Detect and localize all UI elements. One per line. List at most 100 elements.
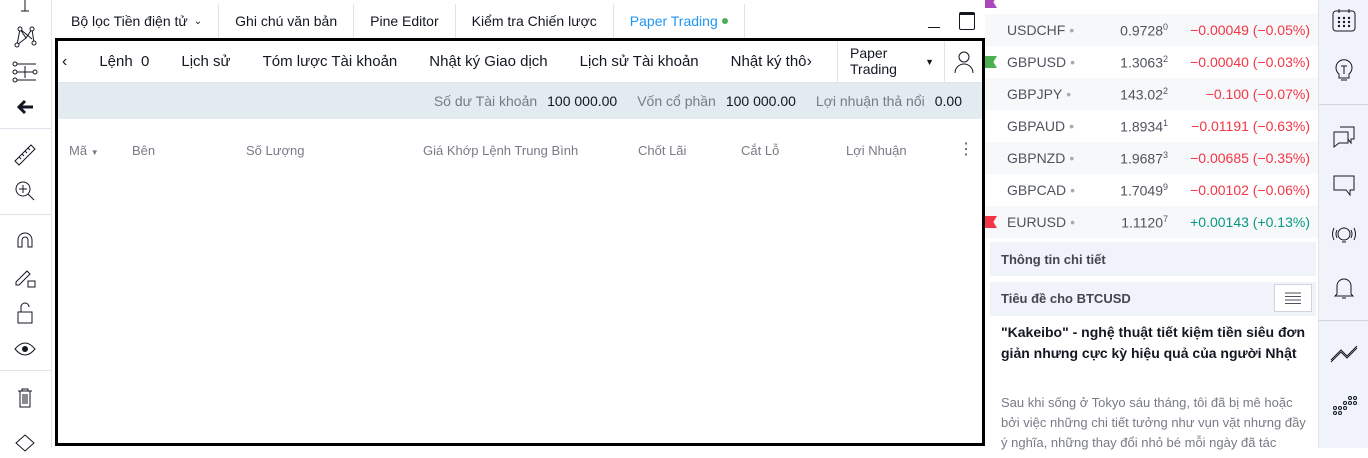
- magnet-icon[interactable]: [10, 228, 40, 258]
- more-options-icon[interactable]: ⋮: [958, 141, 974, 158]
- change: −0.00102 (−0.06%): [1190, 182, 1310, 198]
- status-dot-icon: •: [1066, 86, 1072, 102]
- layers-icon[interactable]: [10, 428, 40, 458]
- headlines-header: Tiêu đề cho BTCUSD: [990, 282, 1316, 316]
- change: −0.00685 (−0.35%): [1190, 150, 1310, 166]
- zoom-in-icon[interactable]: [10, 176, 40, 206]
- maximize-button[interactable]: [949, 4, 985, 38]
- equity-value: 100 000.00: [725, 93, 796, 109]
- account-subtabs: ‹ Lệnh 0 Lịch sử Tóm lược Tài khoản Nhật…: [58, 41, 982, 83]
- text-tool-icon[interactable]: [10, 0, 40, 18]
- minimize-button[interactable]: [919, 4, 949, 38]
- symbol: GBPCAD •: [1007, 182, 1076, 198]
- last-price: 143.022: [1120, 86, 1168, 103]
- last-price: 1.30632: [1120, 54, 1168, 71]
- symbol: EURUSD •: [1007, 214, 1076, 230]
- watchlist-row[interactable]: GBPAUD • 1.89341 −0.01191 (−0.63%): [985, 110, 1318, 142]
- positions-table-header: Mã ▼ Bên Số Lượng Giá Khớp Lệnh Trung Bì…: [58, 119, 982, 181]
- scroll-right-button[interactable]: ›: [806, 52, 812, 70]
- symbol: GBPAUD •: [1007, 118, 1074, 134]
- flag-icon: [985, 56, 997, 68]
- col-stop-loss[interactable]: Cắt Lỗ: [741, 143, 780, 158]
- tab-paper-trading[interactable]: Paper Trading: [614, 4, 745, 38]
- tab-pine-editor[interactable]: Pine Editor: [354, 4, 456, 38]
- details-header[interactable]: Thông tin chi tiết: [990, 242, 1316, 276]
- watchlist-row[interactable]: GBPUSD • 1.30632 −0.00040 (−0.03%): [985, 46, 1318, 78]
- unlock-icon[interactable]: [10, 298, 40, 328]
- col-profit[interactable]: Lợi Nhuận: [846, 143, 907, 158]
- status-dot-icon: •: [1070, 54, 1076, 70]
- tab-text-notes[interactable]: Ghi chú văn bản: [219, 4, 355, 38]
- subtab-orders[interactable]: Lệnh 0: [99, 53, 150, 70]
- chat-icon[interactable]: [1326, 168, 1362, 204]
- subtab-trade-journal[interactable]: Nhật ký Giao dịch: [429, 53, 548, 70]
- flag-icon: [985, 216, 997, 228]
- col-side[interactable]: Bên: [132, 143, 156, 158]
- scroll-left-button[interactable]: ‹: [62, 52, 68, 70]
- watchlist-row[interactable]: GBPNZD • 1.96873 −0.00685 (−0.35%): [985, 142, 1318, 174]
- alerts-bell-icon[interactable]: [1326, 270, 1362, 306]
- bottom-panel-tabs: Bộ lọc Tiền điện tử ⌄ Ghi chú văn bản Pin…: [55, 4, 985, 38]
- symbol: GBPJPY •: [1007, 86, 1072, 102]
- arrow-left-icon[interactable]: [10, 92, 40, 122]
- subtab-account-history[interactable]: Lịch sử Tài khoản: [579, 53, 699, 70]
- eye-icon[interactable]: [10, 334, 40, 364]
- last-price: 1.70499: [1120, 182, 1168, 199]
- watchlist-row[interactable]: GBPCAD • 1.70499 −0.00102 (−0.06%): [985, 174, 1318, 206]
- dom-icon[interactable]: [1326, 388, 1362, 424]
- col-take-profit[interactable]: Chốt Lãi: [638, 143, 687, 158]
- col-symbol[interactable]: Mã ▼: [69, 143, 99, 158]
- news-list-button[interactable]: [1274, 284, 1312, 312]
- status-dot-icon: •: [1069, 150, 1075, 166]
- last-price: 1.11207: [1121, 214, 1168, 231]
- caret-down-icon: ▼: [925, 57, 934, 67]
- watchlist-row[interactable]: USDCHF • 0.97280 −0.00049 (−0.05%): [985, 14, 1318, 46]
- col-quantity[interactable]: Số Lượng: [246, 143, 305, 158]
- calendar-icon[interactable]: [1326, 2, 1362, 38]
- prediction-tool-icon[interactable]: [10, 57, 40, 87]
- status-dot-icon: •: [1069, 118, 1074, 134]
- watchlist-row[interactable]: EURUSD • 1.11207 +0.00143 (+0.13%): [985, 206, 1318, 238]
- col-avg-fill-price[interactable]: Giá Khớp Lệnh Trung Bình: [423, 143, 579, 158]
- watchlist: USDCHF • 0.97280 −0.00049 (−0.05%) GBPUSD • 1.…: [985, 0, 1318, 450]
- lock-drawings-icon[interactable]: [10, 262, 40, 292]
- last-price: 1.89341: [1120, 118, 1168, 135]
- streams-icon[interactable]: [1326, 218, 1362, 254]
- user-icon: [954, 51, 973, 74]
- watchlist-row[interactable]: GBPJPY • 143.022 −0.100 (−0.07%): [985, 78, 1318, 110]
- account-balance-value: 100 000.00: [547, 93, 618, 109]
- watchlist-row-partial[interactable]: [985, 0, 1318, 14]
- subtab-notifications-log[interactable]: Nhật ký thông: [730, 53, 807, 70]
- account-balance-bar: Số dư Tài khoản 100 000.00 Vốn cổ phần 100…: [58, 83, 982, 119]
- list-icon: [1285, 292, 1301, 304]
- change: +0.00143 (+0.13%): [1190, 214, 1310, 230]
- chats-icon[interactable]: [1326, 118, 1362, 154]
- last-price: 0.97280: [1120, 22, 1168, 39]
- change: −0.01191 (−0.63%): [1191, 118, 1310, 134]
- status-dot-icon: •: [1069, 22, 1075, 38]
- change: −0.00040 (−0.03%): [1190, 54, 1310, 70]
- account-select[interactable]: Paper Trading ▼: [837, 41, 944, 83]
- sort-caret-icon: ▼: [90, 148, 99, 157]
- subtab-history[interactable]: Lịch sử: [181, 53, 231, 70]
- news-title[interactable]: "Kakeibo" - nghệ thuật tiết kiệm tiền si…: [1001, 324, 1306, 361]
- status-dot-icon: •: [1070, 182, 1076, 198]
- left-drawing-toolbar: [0, 0, 52, 452]
- ruler-icon[interactable]: [10, 140, 40, 170]
- trash-icon[interactable]: [10, 383, 40, 413]
- right-sidebar: [1318, 0, 1368, 448]
- unrealized-pnl-value: 0.00: [934, 93, 962, 109]
- symbol: GBPUSD •: [1007, 54, 1076, 70]
- ideas-lightbulb-icon[interactable]: [1326, 52, 1362, 88]
- order-panel-icon[interactable]: [1326, 336, 1362, 372]
- connected-dot: [721, 18, 728, 24]
- last-price: 1.96873: [1120, 150, 1168, 167]
- pattern-tool-icon[interactable]: [10, 22, 40, 52]
- change: −0.100 (−0.07%): [1205, 86, 1310, 102]
- chevron-down-icon: ⌄: [193, 15, 203, 27]
- tab-strategy-tester[interactable]: Kiểm tra Chiến lược: [456, 4, 614, 38]
- account-avatar-button[interactable]: [944, 41, 982, 83]
- tab-crypto-screener[interactable]: Bộ lọc Tiền điện tử ⌄: [55, 4, 220, 38]
- subtab-account-summary[interactable]: Tóm lược Tài khoản: [262, 53, 398, 70]
- paper-trading-panel: ‹ Lệnh 0 Lịch sử Tóm lược Tài khoản Nhật…: [55, 38, 985, 446]
